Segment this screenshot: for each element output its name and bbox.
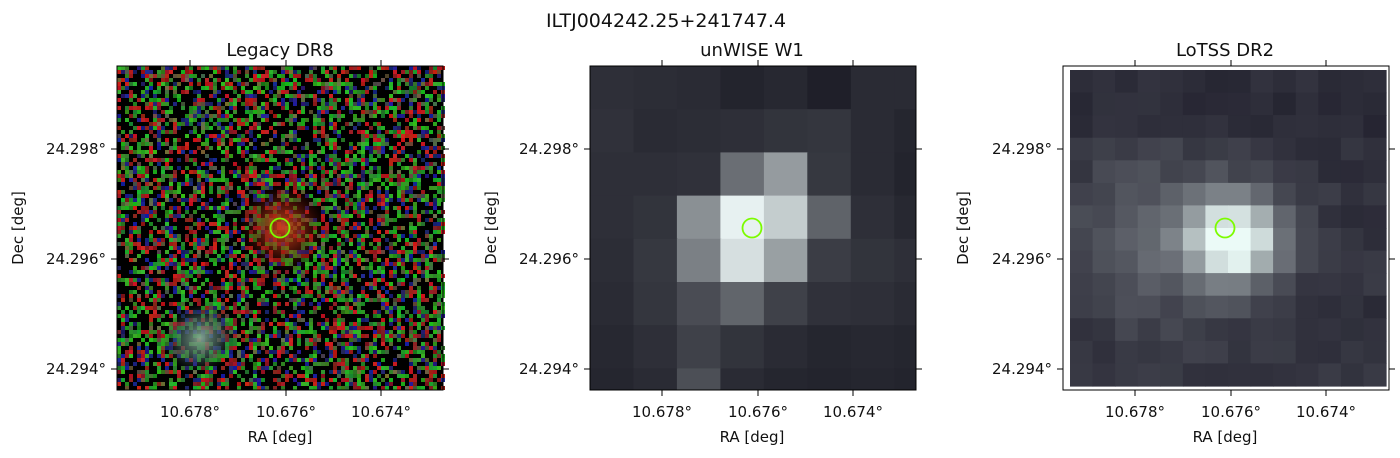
- x-axis-label: RA [deg]: [1193, 428, 1258, 446]
- x-tick-label: 10.676°: [256, 403, 316, 421]
- x-tick-label: 10.676°: [728, 403, 788, 421]
- panel-title: LoTSS DR2: [1176, 40, 1274, 61]
- x-tick-label: 10.678°: [632, 403, 692, 421]
- y-tick-label: 24.298°: [992, 140, 1052, 158]
- x-axis-label: RA [deg]: [720, 428, 785, 446]
- panel-title: Legacy DR8: [226, 40, 333, 61]
- panel-title: unWISE W1: [700, 40, 804, 61]
- y-tick-label: 24.296°: [992, 250, 1052, 268]
- y-axis-label: Dec [deg]: [954, 191, 972, 265]
- lotss-image: [1070, 70, 1387, 387]
- y-tick-label: 24.298°: [46, 140, 106, 158]
- x-tick-label: 10.676°: [1201, 403, 1261, 421]
- y-tick-label: 24.294°: [992, 360, 1052, 378]
- panel-lotss-dr2: LoTSS DR2 10.678° 10.676° 10.674° 24.298…: [954, 40, 1395, 446]
- target-marker-circle: [269, 217, 291, 239]
- teal-galaxy-blob: [163, 302, 237, 374]
- target-marker-circle: [741, 217, 763, 239]
- y-axis-label: Dec [deg]: [9, 191, 27, 265]
- figure-title: ILTJ004242.25+241747.4: [546, 10, 786, 32]
- y-tick-label: 24.296°: [519, 250, 579, 268]
- y-tick-label: 24.294°: [519, 360, 579, 378]
- x-tick-label: 10.674°: [1296, 403, 1356, 421]
- x-tick-label: 10.678°: [1105, 403, 1165, 421]
- y-tick-label: 24.296°: [46, 250, 106, 268]
- target-marker-circle: [1214, 217, 1236, 239]
- y-tick-label: 24.294°: [46, 360, 106, 378]
- y-axis-label: Dec [deg]: [482, 191, 500, 265]
- x-axis-label: RA [deg]: [248, 428, 313, 446]
- x-tick-label: 10.674°: [823, 403, 883, 421]
- unwise-image: [590, 66, 916, 390]
- red-galaxy-blob: [239, 184, 327, 272]
- panel-legacy-dr8: Legacy DR8: [9, 40, 449, 446]
- x-tick-label: 10.674°: [351, 403, 411, 421]
- x-tick-label: 10.678°: [160, 403, 220, 421]
- panel-unwise-w1: unWISE W1 10.678° 10.676° 10.674° 24.298…: [482, 40, 922, 446]
- legacy-image: [117, 66, 445, 390]
- y-tick-label: 24.298°: [519, 140, 579, 158]
